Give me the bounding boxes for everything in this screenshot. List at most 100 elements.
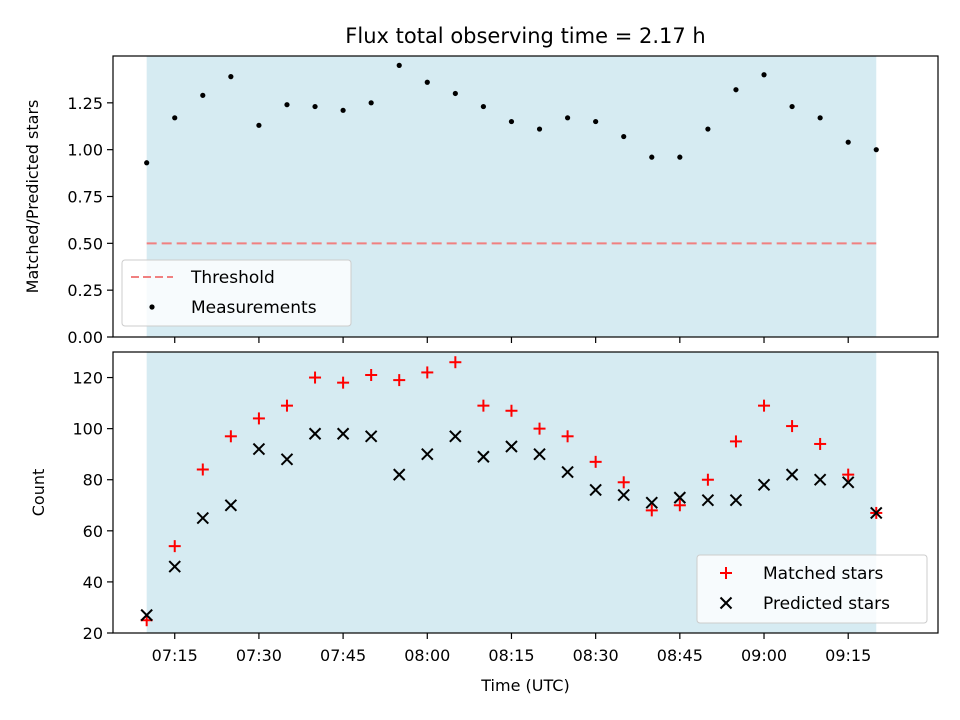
measurement-point bbox=[256, 122, 262, 128]
matched-star-point bbox=[758, 399, 771, 412]
bottom-x-ticks: 07:15 07:30 07:45 08:00 08:15 08:30 08:45 09:00… bbox=[152, 633, 871, 665]
predicted-star-point bbox=[364, 430, 378, 443]
matched-star-point bbox=[786, 420, 799, 433]
matched-star-point bbox=[505, 404, 518, 417]
measurement-point bbox=[396, 62, 402, 68]
bottom-y-tick-label: 120 bbox=[72, 369, 103, 388]
x-tick-label: 08:15 bbox=[488, 646, 534, 665]
matched-star-point bbox=[337, 376, 350, 389]
measurement-point bbox=[228, 74, 234, 80]
top-y-tick-label: 0.00 bbox=[67, 328, 103, 347]
top-x-ticks bbox=[174, 337, 849, 343]
measurements-series bbox=[144, 62, 879, 166]
measurement-point bbox=[200, 92, 206, 98]
predicted-star-point bbox=[393, 468, 406, 481]
top-y-tick-label: 0.75 bbox=[67, 188, 103, 207]
bottom-y-tick-label: 20 bbox=[83, 624, 103, 643]
matched-star-point bbox=[673, 499, 686, 512]
predicted-star-point bbox=[533, 447, 546, 461]
bottom-panel: 20 40 60 80 100 120 07:15 07:30 07:45 08:00 08:15… bbox=[29, 351, 939, 695]
top-legend: Threshold Measurements bbox=[121, 259, 352, 327]
predicted-star-point bbox=[617, 488, 630, 502]
matched-star-point bbox=[814, 437, 827, 450]
matched-star-point bbox=[365, 368, 378, 381]
matched-star-point bbox=[729, 435, 742, 448]
bottom-legend-box bbox=[696, 554, 928, 624]
matched-star-point bbox=[309, 371, 322, 384]
measurement-point bbox=[480, 103, 487, 110]
measurement-point bbox=[593, 118, 599, 125]
predicted-star-point bbox=[757, 478, 771, 492]
matched-star-point bbox=[252, 412, 265, 425]
measurement-point bbox=[284, 102, 290, 108]
measurement-point bbox=[564, 115, 571, 121]
predicted-star-point bbox=[224, 499, 238, 512]
predicted-star-point bbox=[701, 493, 715, 507]
measurement-point bbox=[508, 118, 515, 125]
top-y-tick-label: 1.25 bbox=[67, 94, 103, 113]
matched-star-point bbox=[393, 374, 406, 387]
measurement-point bbox=[649, 154, 655, 160]
bottom-y-tick-label: 80 bbox=[83, 471, 103, 490]
matched-star-point bbox=[477, 399, 490, 412]
predicted-star-point bbox=[729, 493, 743, 507]
chart-title: Flux total observing time = 2.17 h bbox=[345, 24, 705, 48]
bottom-y-ticks: 20 40 60 80 100 120 bbox=[72, 369, 113, 643]
legend-predicted-marker bbox=[719, 596, 733, 610]
measurement-point bbox=[789, 103, 795, 110]
bottom-y-tick-label: 100 bbox=[72, 420, 103, 439]
top-y-tick-label: 0.25 bbox=[67, 281, 103, 300]
matched-star-point bbox=[421, 366, 434, 379]
matched-star-point bbox=[561, 430, 574, 443]
x-tick-label: 07:15 bbox=[152, 646, 198, 665]
bottom-legend: Matched stars Predicted stars bbox=[696, 554, 928, 624]
predicted-star-point bbox=[645, 496, 658, 509]
predicted-star-point bbox=[280, 453, 294, 466]
predicted-star-point bbox=[196, 511, 210, 525]
predicted-star-point bbox=[841, 476, 855, 489]
top-y-tick-label: 0.50 bbox=[67, 234, 103, 253]
x-tick-label: 07:45 bbox=[320, 646, 366, 665]
predicted-star-point bbox=[308, 427, 322, 440]
top-panel: 0.00 0.25 0.50 0.75 1.00 1.25 Flux total obse… bbox=[23, 24, 939, 347]
bottom-axes-frame bbox=[112, 351, 939, 634]
legend-measurements-label: Measurements bbox=[191, 298, 317, 318]
measurement-point bbox=[621, 133, 627, 140]
measurement-point bbox=[536, 126, 543, 132]
predicted-star-point bbox=[477, 450, 490, 463]
top-legend-box bbox=[121, 259, 352, 327]
top-y-axis-label: Matched/Predicted stars bbox=[23, 100, 42, 294]
x-axis-label: Time (UTC) bbox=[480, 676, 569, 695]
measurement-point bbox=[172, 115, 178, 121]
matched-star-point bbox=[196, 463, 209, 476]
legend-measurements-swatch bbox=[149, 304, 155, 310]
predicted-star-point bbox=[589, 483, 602, 497]
matched-star-point bbox=[168, 540, 181, 553]
x-tick-label: 09:00 bbox=[741, 646, 787, 665]
measurement-point bbox=[761, 72, 767, 78]
matched-star-point bbox=[533, 422, 546, 435]
predicted-star-point bbox=[785, 468, 799, 481]
x-tick-label: 09:15 bbox=[825, 646, 871, 665]
top-y-ticks: 0.00 0.25 0.50 0.75 1.00 1.25 bbox=[67, 94, 113, 347]
matched-star-point bbox=[842, 468, 855, 481]
predicted-star-point bbox=[140, 608, 153, 622]
measurement-point bbox=[340, 107, 346, 113]
predicted-star-point bbox=[813, 473, 827, 486]
matched-star-point bbox=[449, 356, 462, 369]
matched-star-point bbox=[645, 504, 658, 517]
predicted-star-point bbox=[561, 465, 574, 479]
legend-predicted-label: Predicted stars bbox=[763, 594, 890, 614]
x-tick-label: 07:30 bbox=[236, 646, 282, 665]
predicted-star-point bbox=[870, 506, 883, 520]
matched-star-point bbox=[224, 430, 237, 443]
predicted-star-point bbox=[252, 442, 266, 456]
predicted-star-point bbox=[336, 427, 350, 440]
measurement-point bbox=[424, 79, 430, 85]
legend-matched-label: Matched stars bbox=[763, 564, 883, 584]
bottom-y-tick-label: 40 bbox=[83, 573, 103, 592]
matched-stars-series bbox=[140, 356, 883, 627]
measurement-point bbox=[452, 90, 458, 97]
measurement-point bbox=[733, 87, 739, 93]
